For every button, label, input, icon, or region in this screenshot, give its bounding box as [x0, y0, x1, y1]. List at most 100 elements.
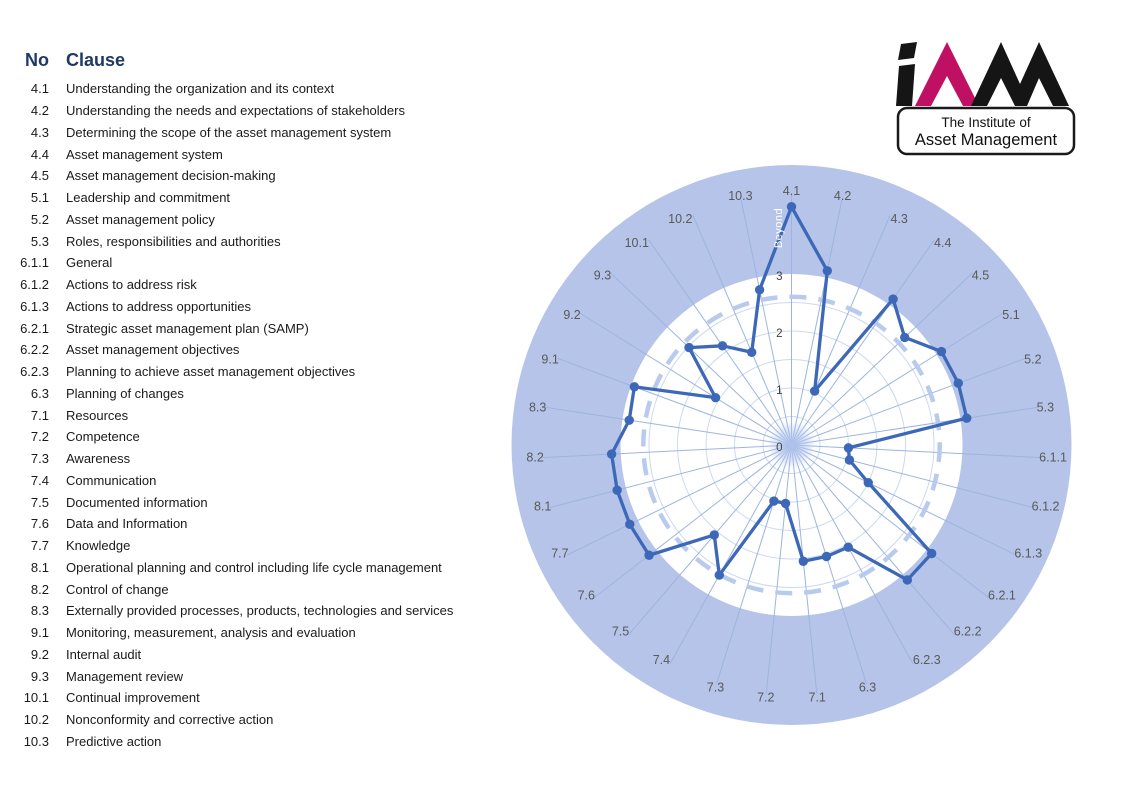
data-point — [844, 455, 855, 465]
clause-no: 10.2 — [23, 712, 49, 728]
beyond-label: Beyond — [773, 208, 785, 248]
category-label: 7.4 — [653, 653, 670, 667]
iam-logo: The Institute of Asset Management — [895, 40, 1077, 158]
clause-no: 8.3 — [30, 603, 49, 619]
clause-no: 6.2.3 — [20, 364, 49, 380]
clause-text: Asset management objectives — [66, 342, 240, 358]
category-label: 6.2.1 — [988, 589, 1016, 603]
radial-tick-label: 0 — [776, 442, 782, 454]
logo-text-box — [896, 106, 1076, 156]
axis-spoke — [791, 444, 1017, 556]
table-row: 10.3 Predictive action — [15, 731, 485, 753]
logo-letter-a — [915, 42, 979, 106]
axis-spoke — [579, 312, 792, 446]
clause-no: 7.4 — [30, 472, 49, 488]
axis-spoke — [549, 444, 792, 509]
radar-chart: 4.1 4.2 4.3 4.4 4.5 5.1 5.2 5.3 6.1.1 6.1.2 6.1.3 6… — [511, 165, 1072, 725]
table-row: 7.6 Data and Information — [15, 513, 485, 535]
table-row: 9.3 Management review — [15, 665, 485, 687]
axis-spoke — [791, 357, 1027, 446]
clause-no: 4.2 — [30, 103, 49, 119]
logo-text-line1: The Institute of — [941, 115, 1031, 130]
clause-text: General — [66, 255, 113, 271]
clause-no: 7.5 — [30, 494, 49, 510]
clause-text: Documented information — [66, 494, 208, 510]
data-point — [780, 498, 791, 509]
table-header-no: No — [25, 50, 49, 70]
clause-text: Data and Information — [66, 516, 188, 532]
target-dashed-ring — [641, 294, 942, 596]
axis-spoke — [791, 444, 914, 664]
category-label: 8.2 — [526, 450, 543, 464]
category-label: 6.1.2 — [1032, 500, 1060, 514]
axis-spoke — [791, 444, 1042, 459]
clause-no: 8.1 — [30, 559, 49, 575]
clause-text: Actions to address opportunities — [66, 298, 251, 314]
clause-no: 6.1.1 — [20, 255, 49, 271]
data-point — [809, 386, 820, 396]
table-row: 7.7 Knowledge — [15, 535, 485, 557]
category-label: 4.1 — [783, 184, 800, 198]
data-point — [953, 378, 963, 388]
data-point — [798, 556, 809, 566]
axis-spoke — [791, 239, 935, 446]
data-point — [612, 485, 622, 495]
table-row: 6.2.3 Planning to achieve asset managemen… — [15, 361, 485, 383]
table-row: 8.3 Externally provided processes, produc… — [15, 600, 485, 622]
clause-text: Monitoring, measurement, analysis and ev… — [66, 625, 356, 641]
table-row: 10.2 Nonconformity and corrective action — [15, 709, 485, 731]
axis-spoke — [791, 444, 990, 599]
table-row: 5.3 Roles, responsibilities and authoriti… — [15, 230, 485, 252]
clause-no: 5.1 — [30, 190, 49, 206]
clause-text: Understanding the needs and expectations… — [66, 103, 405, 119]
axis-spoke — [791, 444, 1034, 509]
clause-text: Control of change — [66, 581, 169, 597]
axis-spoke — [791, 312, 1004, 446]
data-point — [786, 202, 797, 212]
radial-tick-label: 1 — [776, 385, 782, 397]
category-label: 7.7 — [551, 546, 568, 560]
category-label: 7.3 — [707, 680, 724, 694]
table-row: 7.3 Awareness — [15, 448, 485, 470]
clause-text: Communication — [66, 472, 157, 488]
clause-text: Determining the scope of the asset manag… — [66, 124, 392, 140]
clause-text: Continual improvement — [66, 690, 200, 706]
clause-no: 7.3 — [30, 451, 49, 467]
data-point — [843, 542, 853, 552]
table-row: 4.5 Asset management decision-making — [15, 165, 485, 187]
category-label: 10.1 — [625, 236, 649, 250]
axis-spoke — [791, 215, 891, 446]
clause-no: 5.3 — [30, 233, 49, 249]
data-point — [821, 551, 832, 562]
table-row: 6.1.1 General — [15, 252, 485, 274]
clause-text: Understanding the organization and its c… — [66, 81, 335, 97]
table-row: 6.2.2 Asset management objectives — [15, 339, 485, 361]
data-point — [606, 449, 617, 459]
clause-text: Actions to address risk — [66, 277, 197, 293]
category-label: 10.3 — [728, 189, 752, 203]
axis-spoke — [791, 272, 974, 446]
axis-spoke — [628, 444, 792, 636]
data-point — [717, 341, 728, 351]
data-point — [644, 550, 654, 560]
axis-spoke — [716, 444, 792, 684]
clause-text: Operational planning and control includi… — [66, 559, 442, 575]
table-row: 4.3 Determining the scope of the asset ma… — [15, 122, 485, 144]
clause-text: Competence — [66, 429, 140, 445]
category-label: 9.3 — [594, 269, 611, 283]
data-point — [902, 575, 913, 585]
category-label: 6.3 — [859, 680, 876, 694]
table-row: 7.1 Resources — [15, 404, 485, 426]
table-row: 5.2 Asset management policy — [15, 209, 485, 231]
clause-no: 7.2 — [30, 429, 49, 445]
clause-no: 7.7 — [30, 538, 49, 554]
center-glow — [767, 421, 816, 469]
clause-table: No Clause 4.1 Understanding the organizat… — [15, 50, 485, 752]
clause-no: 6.1.2 — [20, 277, 49, 293]
table-row: 8.2 Control of change — [15, 578, 485, 600]
clause-no: 4.5 — [30, 168, 49, 184]
category-label: 6.2.2 — [954, 625, 982, 639]
logo-letter-i-stem — [896, 64, 915, 106]
table-header-clause: Clause — [66, 50, 126, 70]
data-point — [843, 443, 854, 453]
